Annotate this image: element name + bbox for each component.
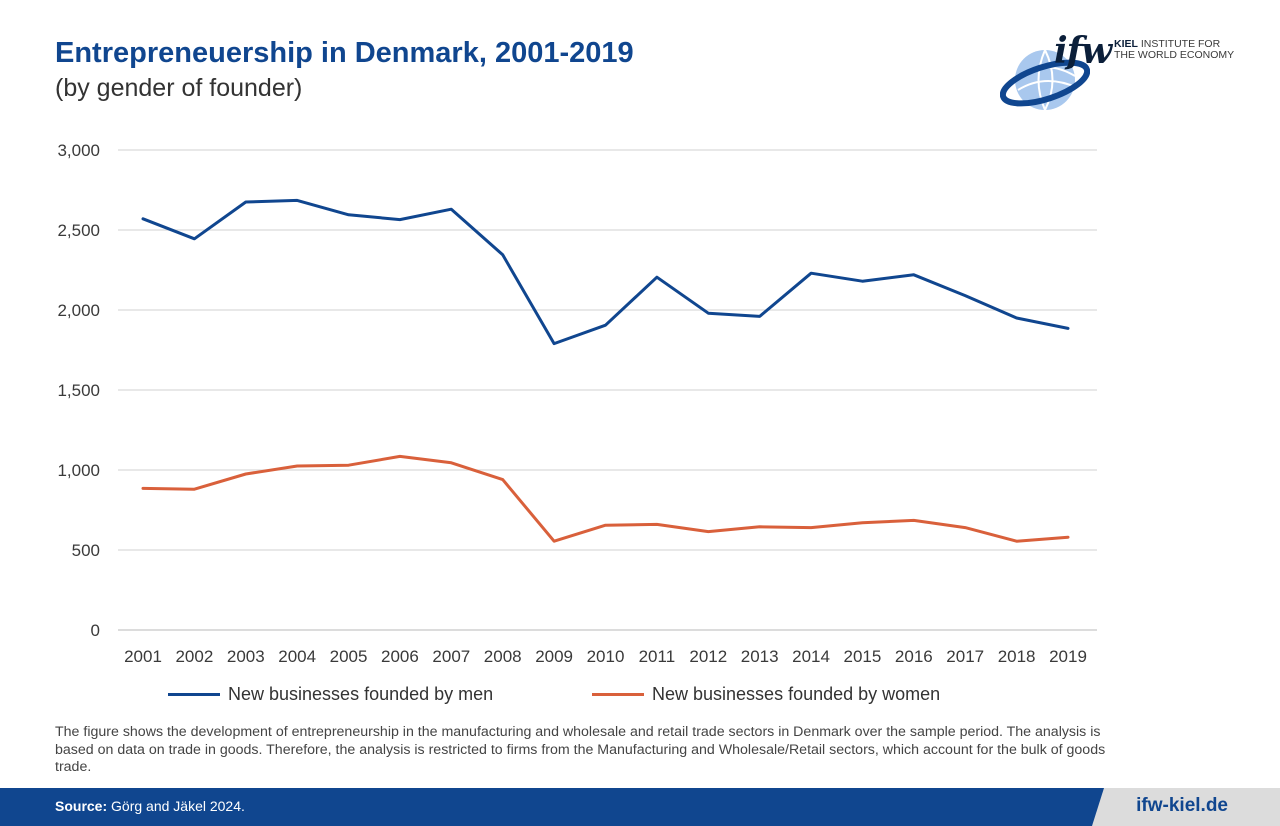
x-tick-label: 2018 xyxy=(998,647,1036,666)
x-tick-label: 2019 xyxy=(1049,647,1087,666)
logo-text: KIEL INSTITUTE FOR THE WORLD ECONOMY xyxy=(1114,39,1234,61)
x-tick-label: 2011 xyxy=(639,647,676,666)
legend-item-men: New businesses founded by men xyxy=(168,684,493,705)
x-tick-label: 2004 xyxy=(278,647,316,666)
x-tick-label: 2013 xyxy=(741,647,779,666)
x-tick-label: 2014 xyxy=(792,647,830,666)
y-tick-label: 2,000 xyxy=(57,301,100,320)
x-tick-label: 2006 xyxy=(381,647,419,666)
footer-bar xyxy=(0,788,1280,826)
logo-line2: THE WORLD ECONOMY xyxy=(1114,49,1235,61)
x-tick-label: 2016 xyxy=(895,647,933,666)
source-value: Görg and Jäkel 2024. xyxy=(107,798,245,814)
globe-icon xyxy=(1000,49,1090,111)
chart-title: Entrepreneuership in Denmark, 2001-2019 xyxy=(55,37,634,69)
footer-url-panel xyxy=(1092,788,1280,826)
x-tick-label: 2010 xyxy=(587,647,625,666)
x-tick-label: 2007 xyxy=(432,647,470,666)
legend-swatch-women xyxy=(592,693,644,696)
x-tick-label: 2001 xyxy=(124,647,162,666)
x-tick-label: 2015 xyxy=(844,647,882,666)
line-chart: 0 500 1,000 1,500 2,000 2,500 3,000 2001 2002 200… xyxy=(57,141,1097,666)
x-tick-label: 2008 xyxy=(484,647,522,666)
legend-item-women: New businesses founded by women xyxy=(592,684,940,705)
x-tick-label: 2002 xyxy=(175,647,213,666)
legend-label-men: New businesses founded by men xyxy=(228,684,494,704)
x-tick-label: 2012 xyxy=(689,647,727,666)
figure-note: The figure shows the development of entr… xyxy=(55,724,1106,775)
x-tick-label: 2009 xyxy=(535,647,573,666)
logo-mark: ifw xyxy=(1054,30,1112,72)
chart-subtitle: (by gender of founder) xyxy=(55,74,303,102)
legend-label-women: New businesses founded by women xyxy=(652,684,941,704)
source-label: Source: xyxy=(55,798,108,814)
y-tick-label: 1,500 xyxy=(57,381,100,400)
website-link[interactable]: ifw-kiel.de xyxy=(1136,795,1228,816)
y-tick-label: 500 xyxy=(72,541,100,560)
series-line-men xyxy=(141,198,1070,346)
logo-kiel: KIEL xyxy=(1114,38,1138,50)
y-tick-label: 3,000 xyxy=(57,141,100,160)
ifw-logo: ifw KIEL INSTITUTE FOR THE WORLD ECONOMY xyxy=(1000,28,1240,118)
logo-line1: INSTITUTE FOR xyxy=(1137,38,1221,50)
y-tick-label: 2,500 xyxy=(57,221,100,240)
source-text: Source: Görg and Jäkel 2024. xyxy=(55,798,245,814)
y-tick-label: 0 xyxy=(91,621,100,640)
x-tick-label: 2017 xyxy=(946,647,984,666)
series-line-women xyxy=(141,454,1070,543)
legend-swatch-men xyxy=(168,693,220,696)
y-tick-label: 1,000 xyxy=(57,461,100,480)
x-tick-label: 2003 xyxy=(227,647,265,666)
x-tick-label: 2005 xyxy=(330,647,368,666)
